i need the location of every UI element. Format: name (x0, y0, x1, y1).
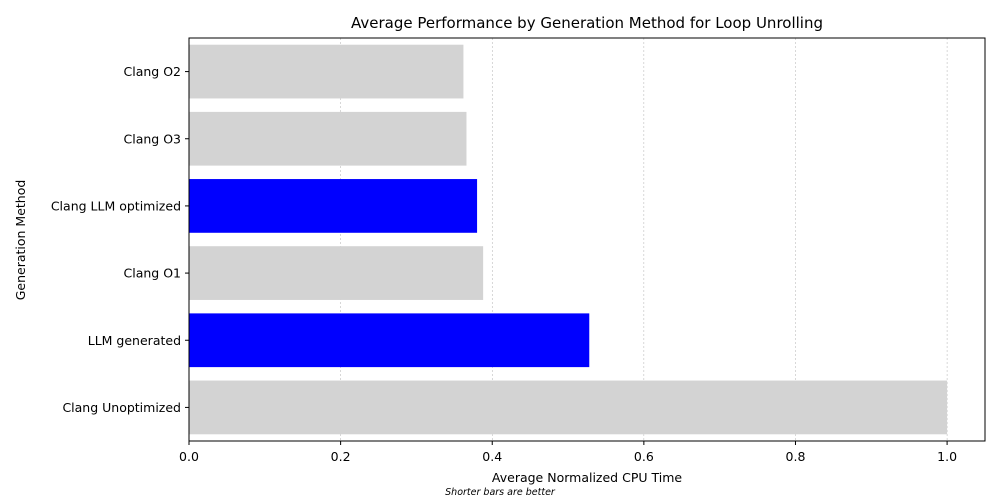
y-axis-label: Generation Method (13, 180, 28, 301)
bar-llm-generated (189, 313, 590, 368)
bar-clang-llm-optimized (189, 179, 478, 233)
x-axis-ticks: 0.0 0.2 0.4 0.6 0.8 1.0 (179, 441, 957, 464)
footnote: Shorter bars are better (445, 487, 556, 498)
y-tick-label: Clang O2 (124, 64, 181, 79)
y-tick-label: Clang O1 (124, 266, 181, 281)
y-tick-label: LLM generated (88, 333, 181, 348)
bars-group (189, 44, 948, 435)
chart-title: Average Performance by Generation Method… (351, 14, 823, 32)
y-axis-ticks: Clang O2 Clang O3 Clang LLM optimized Clang… (51, 64, 189, 415)
y-tick-label: Clang Unoptimized (62, 400, 181, 415)
y-tick-label: Clang LLM optimized (51, 198, 181, 213)
bar-clang-unoptimized (189, 380, 948, 435)
bar-clang-o1 (189, 246, 484, 300)
x-tick-label: 0.6 (634, 449, 654, 464)
x-tick-label: 0.0 (179, 449, 199, 464)
x-tick-label: 1.0 (937, 449, 957, 464)
x-tick-label: 0.2 (331, 449, 351, 464)
plot-frame (188, 37, 986, 442)
x-tick-label: 0.4 (482, 449, 502, 464)
x-axis-label: Average Normalized CPU Time (492, 470, 682, 485)
x-tick-label: 0.8 (786, 449, 806, 464)
bar-clang-o3 (189, 111, 467, 166)
y-tick-label: Clang O3 (124, 131, 181, 146)
bar-clang-o2 (189, 44, 464, 99)
